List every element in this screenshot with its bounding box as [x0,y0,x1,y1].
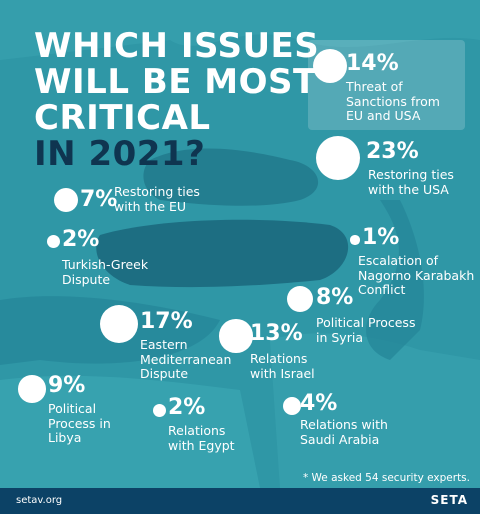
category-label: Relations with Saudi Arabia [300,417,388,447]
bubble [18,375,46,403]
category-label: Relations with Israel [250,351,315,381]
value-label: 8% [316,285,354,310]
footnote: * We asked 54 security experts. [302,472,470,484]
category-label: Eastern Mediterranean Dispute [140,337,232,381]
footer: setav.org SETA [0,488,480,514]
category-label: Political Process in Libya [48,401,111,445]
value-label: 23% [366,139,419,164]
value-label: 2% [168,395,206,420]
value-label: 17% [140,309,193,334]
title-line: IN 2021? [34,134,206,174]
value-label: 13% [250,321,303,346]
bubble [282,396,302,416]
bubble [286,285,313,312]
title-line: WHICH ISSUES [34,26,320,66]
value-label: 14% [346,51,399,76]
title-line: WILL BE MOST [34,62,317,102]
value-label: 2% [62,227,100,252]
category-label: Turkish-Greek Dispute [62,257,149,287]
category-label: Restoring ties with the EU [114,184,200,214]
bubble [153,404,167,418]
source: setav.org [16,495,63,506]
bubble [53,187,79,213]
bubble [350,235,360,245]
bubble [219,319,253,353]
value-label: 9% [48,373,86,398]
category-label: Threat of Sanctions from EU and USA [346,79,440,123]
category-label: Relations with Egypt [168,423,235,453]
bubble [315,135,361,181]
bubble [47,235,61,249]
category-label: Political Process in Syria [316,315,416,345]
category-label: Escalation of Nagorno Karabakh Conflict [358,253,475,297]
category-label: Restoring ties with the USA [368,167,454,197]
bubble [100,305,138,343]
title-line: CRITICAL [34,98,211,138]
value-label: 7% [80,187,118,212]
value-label: 1% [362,225,400,250]
value-label: 4% [300,391,338,416]
bubble [312,48,348,84]
brand: SETA [430,493,468,507]
